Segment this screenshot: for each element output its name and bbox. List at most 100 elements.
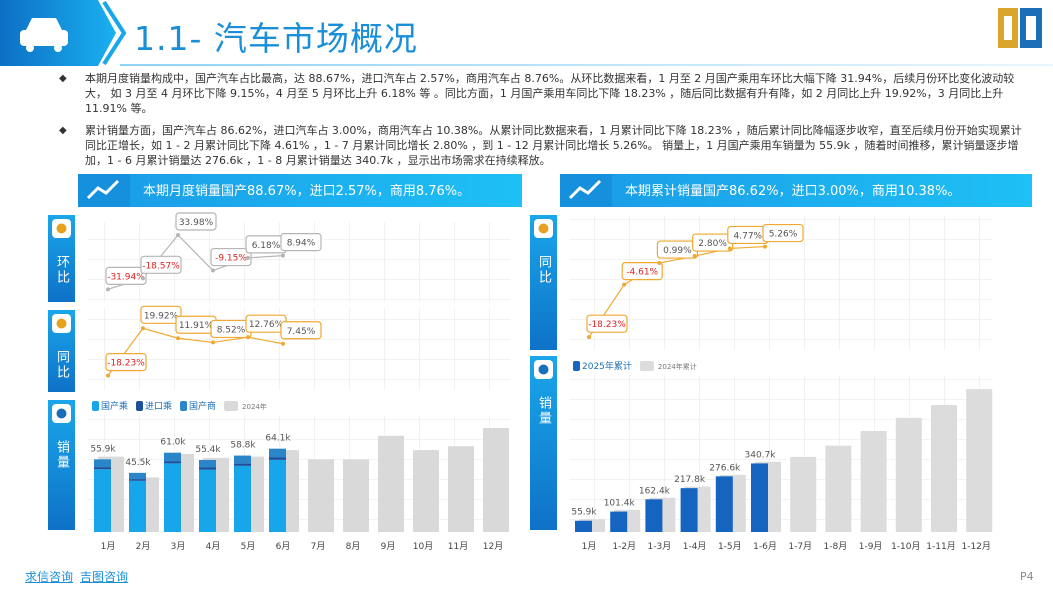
line (588, 245, 766, 338)
data-label: 217.8k (674, 475, 706, 485)
point (763, 244, 767, 249)
point (246, 335, 250, 340)
x-tick-label: 6月 (276, 541, 291, 552)
bar (751, 463, 768, 532)
data-label: -18.23% (588, 320, 626, 330)
label-box (280, 321, 322, 340)
bar (448, 446, 474, 532)
data-label: 340.7k (745, 450, 777, 460)
label-box (105, 266, 147, 285)
x-tick-label: 1-12月 (961, 541, 990, 552)
x-tick-label: 7月 (311, 541, 326, 552)
bar (413, 450, 439, 532)
total-label: 55.4k (195, 445, 221, 455)
bar (825, 445, 852, 532)
bar (895, 417, 922, 532)
x-tick-label: 1月 (101, 541, 116, 552)
x-tick-label: 1-7月 (788, 541, 812, 552)
banner-icon (568, 179, 602, 200)
point (176, 336, 180, 341)
side-tab-icon-dot (56, 223, 67, 234)
paragraph-text: 本期月度销量构成中，国产汽车占比最高，达 88.67%，进口汽车占 2.57%，… (85, 72, 1015, 115)
side-label: 销量 (536, 396, 552, 426)
side-tab-icon-dot (56, 318, 67, 329)
x-tick-label: 1月 (582, 541, 597, 552)
bar (164, 452, 181, 462)
bar (269, 457, 286, 460)
data-label: 6.18% (252, 241, 281, 251)
label-box (586, 314, 628, 333)
x-tick-label: 1-5月 (718, 541, 742, 552)
paragraph: ◆ 本期月度销量构成中，国产汽车占比最高，达 88.67%，进口汽车占 2.57%… (59, 72, 1015, 115)
legend-label: 国产乘 (101, 400, 128, 412)
label-box (175, 212, 217, 231)
point (281, 253, 285, 258)
data-label: 7.45% (287, 327, 316, 337)
bar (94, 467, 111, 470)
data-label: 5.26% (769, 230, 798, 240)
bar (199, 469, 216, 532)
data-label: -18.23% (107, 359, 145, 369)
legend-label: 2024年累计 (658, 362, 697, 371)
bar (269, 448, 286, 458)
banner (78, 174, 522, 207)
logo (998, 8, 1042, 48)
point (281, 341, 285, 346)
point (141, 326, 145, 331)
bar (308, 459, 334, 532)
label-box (210, 247, 252, 267)
footer-link[interactable]: 吉图咨询 (80, 570, 129, 584)
side-tab (530, 356, 557, 530)
bar (234, 455, 251, 464)
bar (199, 459, 216, 468)
side-label: 同比 (54, 350, 69, 380)
line (107, 327, 284, 376)
data-label: 11.91% (179, 321, 214, 331)
data-label: 162.4k (639, 486, 671, 496)
data-label: 101.4k (604, 499, 636, 509)
bar (790, 456, 817, 532)
banner-icon (86, 179, 120, 200)
x-tick-label: 1-2月 (612, 541, 636, 552)
bar (129, 479, 146, 481)
x-tick-label: 5月 (241, 541, 256, 552)
footer-link[interactable]: 求信咨询 (25, 570, 74, 584)
data-label: 8.94% (287, 239, 316, 249)
total-label: 64.1k (265, 434, 291, 444)
bar (715, 476, 733, 532)
x-tick-label: 2月 (136, 541, 151, 552)
x-tick-label: 1-4月 (683, 541, 707, 552)
banner (560, 174, 1032, 207)
total-label: 58.8k (230, 441, 256, 451)
car-icon (20, 18, 68, 52)
point (587, 335, 591, 340)
bar (575, 520, 592, 532)
x-tick-label: 8月 (346, 541, 361, 552)
bar (129, 480, 146, 532)
legend-swatch (224, 401, 239, 411)
data-label: 8.52% (217, 325, 246, 335)
bar (234, 465, 251, 532)
data-label: 0.99% (663, 246, 692, 256)
side-label: 销量 (54, 440, 70, 470)
bar (966, 389, 993, 532)
x-tick-label: 1-8月 (824, 541, 848, 552)
legend-swatch (639, 361, 654, 371)
total-label: 55.9k (90, 444, 116, 454)
side-label: 环比 (54, 255, 70, 285)
bar (94, 459, 111, 468)
total-label: 45.5k (125, 458, 151, 468)
banner-text: 本期累计销量国产86.62%，进口3.00%，商用10.38%。 (625, 184, 960, 199)
paragraph: ◆ 累计销量方面，国产汽车占 86.62%，进口汽车占 3.00%，商用汽车占 1… (59, 124, 1022, 167)
bar (164, 461, 181, 464)
bar (343, 459, 369, 532)
bar (234, 463, 251, 466)
label-box (140, 255, 182, 274)
x-tick-label: 1-9月 (859, 541, 883, 552)
bar (164, 463, 181, 532)
legend-label: 2025年累计 (582, 360, 632, 372)
data-label: -4.61% (626, 268, 658, 278)
point (106, 373, 110, 378)
data-label: 4.77% (734, 231, 763, 241)
